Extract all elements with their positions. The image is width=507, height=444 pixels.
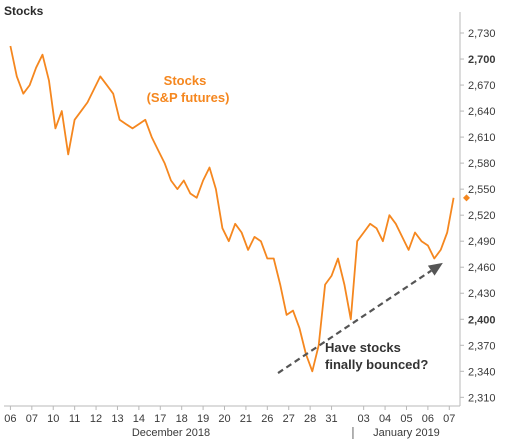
- x-tick-label: 07: [443, 413, 455, 425]
- y-tick-label: 2,460: [468, 262, 496, 274]
- x-tick-label: 13: [111, 413, 123, 425]
- x-tick-label: 26: [261, 413, 273, 425]
- y-tick-label: 2,370: [468, 340, 496, 352]
- y-tick-label: 2,730: [468, 28, 496, 40]
- x-tick-label: 28: [304, 413, 316, 425]
- x-tick-label: 07: [26, 413, 38, 425]
- y-tick-label: 2,700: [468, 54, 496, 66]
- x-tick-label: 14: [133, 413, 145, 425]
- x-tick-label: 04: [379, 413, 391, 425]
- axes-layer: 2,310 2,340 2,370 2,400 2,430 2,460 2,490 2,520…: [4, 12, 496, 439]
- trend-arrow-line: [277, 269, 432, 374]
- question-line2: finally bounced?: [325, 357, 428, 372]
- question-line1: Have stocks: [325, 340, 401, 355]
- x-tick-label: 06: [422, 413, 434, 425]
- month-label: December 2018: [132, 427, 210, 439]
- month-label: January 2019: [373, 427, 440, 439]
- y-tick-label: 2,490: [468, 236, 496, 248]
- x-tick-label: 20: [218, 413, 230, 425]
- y-tick-label: 2,310: [468, 392, 496, 404]
- x-tick-label: 10: [47, 413, 59, 425]
- x-tick-label: 05: [400, 413, 412, 425]
- y-tick-label: 2,550: [468, 184, 496, 196]
- series-label-line1: Stocks: [164, 73, 207, 88]
- x-tick-label: 27: [283, 413, 295, 425]
- x-tick-label: 03: [358, 413, 370, 425]
- x-tick-label: 21: [240, 413, 252, 425]
- series-layer: [9, 45, 470, 374]
- y-tick-label: 2,400: [468, 314, 496, 326]
- y-tick-label: 2,640: [468, 106, 496, 118]
- y-tick-label: 2,610: [468, 132, 496, 144]
- y-tick-label: 2,520: [468, 210, 496, 222]
- x-tick-label: 18: [176, 413, 188, 425]
- y-tick-label: 2,670: [468, 80, 496, 92]
- series-label-line2: (S&P futures): [147, 90, 230, 105]
- x-tick-label: 17: [154, 413, 166, 425]
- series-line: [9, 45, 455, 373]
- x-tick-label: 12: [90, 413, 102, 425]
- y-tick-label: 2,580: [468, 158, 496, 170]
- x-tick-label: 11: [69, 413, 80, 425]
- y-tick-label: 2,430: [468, 288, 496, 300]
- last-value-marker: [463, 194, 470, 202]
- x-tick-label: 31: [325, 413, 337, 425]
- trend-arrow-head: [427, 262, 443, 276]
- x-tick-label: 06: [4, 413, 16, 425]
- annotation-layer: Stocks (S&P futures) Have stocks finally…: [147, 73, 429, 372]
- x-tick-label: 19: [197, 413, 209, 425]
- y-tick-label: 2,340: [468, 366, 496, 378]
- panel-title: Stocks: [4, 4, 44, 18]
